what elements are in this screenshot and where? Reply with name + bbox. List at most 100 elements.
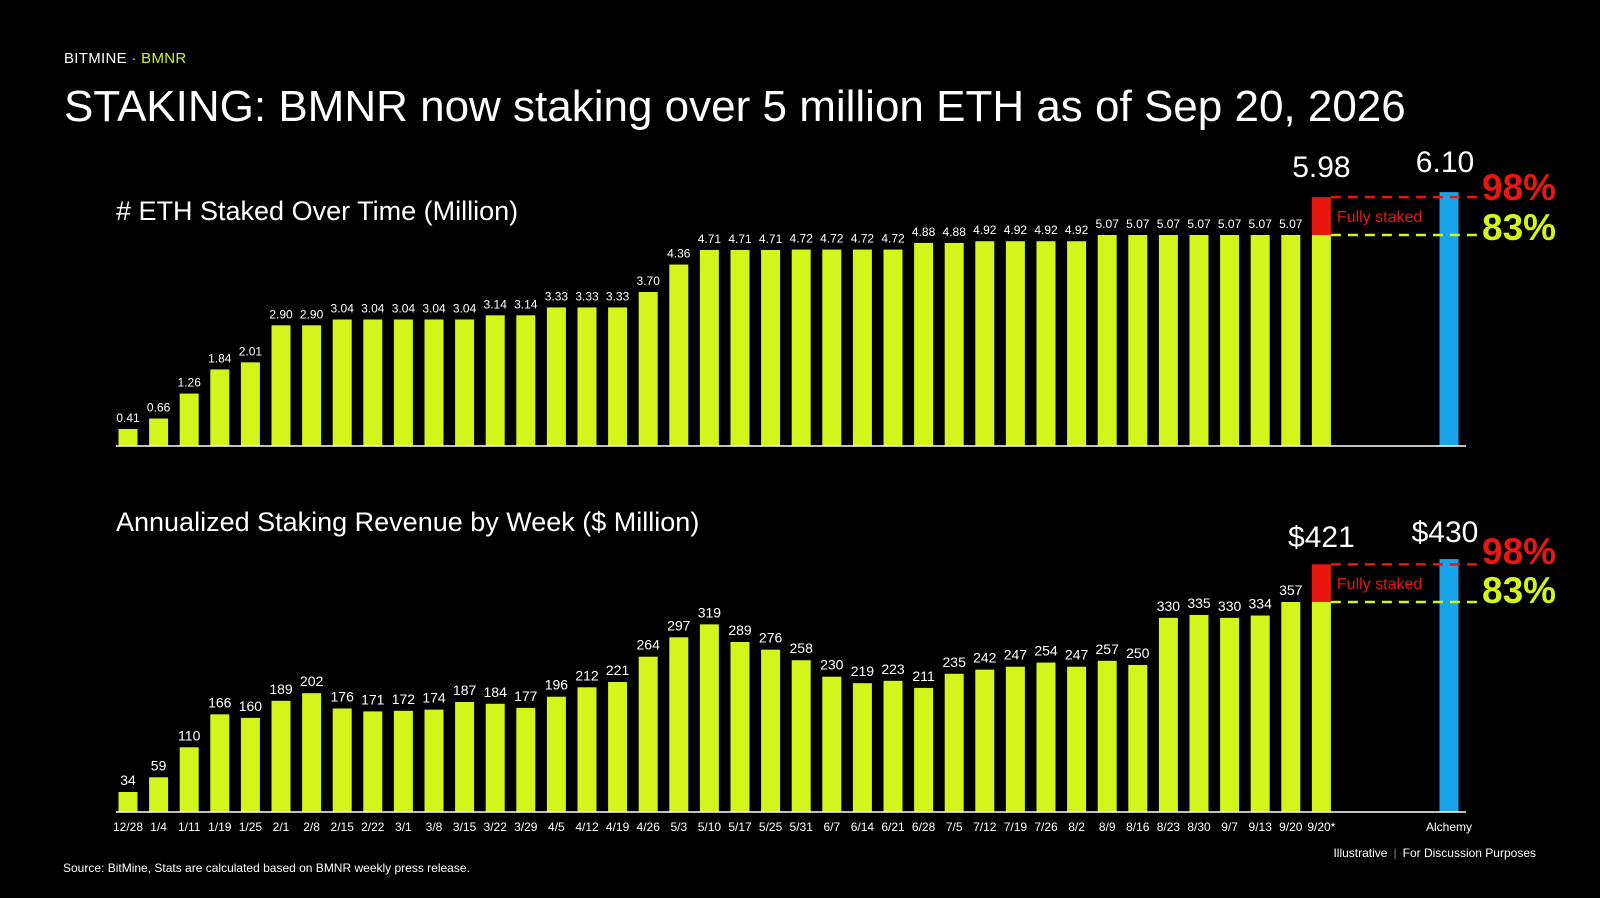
chart1-value-label: 1.84 — [208, 351, 232, 365]
chart2-value-label: 247 — [1065, 647, 1089, 663]
x-tick-label: 6/28 — [912, 820, 936, 834]
x-tick-label: 7/5 — [946, 820, 963, 834]
chart2-value-label: 196 — [545, 677, 569, 693]
chart1-bar — [455, 319, 475, 446]
chart1-bar — [271, 325, 291, 446]
chart1-bar — [791, 249, 811, 446]
chart1-bar — [914, 242, 934, 446]
chart1-value-label: 4.72 — [790, 232, 814, 246]
chart1-bar — [608, 307, 628, 446]
chart2-value-label: 211 — [912, 668, 935, 684]
chart1-bar — [485, 315, 505, 446]
chart2-bar — [149, 777, 169, 812]
chart1-value-label: 5.07 — [1096, 217, 1120, 231]
chart1-value-label: 3.33 — [545, 289, 569, 303]
chart2-pct-high-label: 98% — [1482, 531, 1556, 572]
chart1-value-label: 5.07 — [1249, 217, 1273, 231]
chart2-bar — [699, 624, 719, 812]
chart1-bar — [944, 242, 964, 446]
chart1-bar — [883, 249, 903, 446]
brand-ticker: BMNR — [141, 50, 187, 67]
x-tick-label: 6/7 — [823, 820, 840, 834]
chart1-value-label: 5.07 — [1126, 217, 1150, 231]
chart1-value-label: 3.04 — [392, 301, 416, 315]
chart2-value-label: 254 — [1034, 643, 1058, 659]
x-tick-label: 2/15 — [331, 820, 355, 834]
x-tick-label: 4/26 — [637, 820, 661, 834]
chart2-value-label: 219 — [851, 663, 875, 679]
chart1-value-label: 4.71 — [759, 232, 783, 246]
chart2-bar — [577, 687, 597, 812]
chart2-bar — [730, 642, 750, 812]
chart2-value-label: 166 — [208, 694, 232, 710]
chart2-bar — [271, 700, 291, 812]
x-tick-label: 5/31 — [790, 820, 814, 834]
chart1-value-label: 5.07 — [1279, 217, 1303, 231]
chart2-value-label: 187 — [453, 682, 477, 698]
x-tick-label: 8/30 — [1187, 820, 1211, 834]
chart1-value-label: 3.04 — [422, 301, 446, 315]
chart2-value-label: 177 — [514, 688, 538, 704]
chart1-bar — [118, 428, 138, 446]
chart1-alchemy-value-label: 6.10 — [1416, 146, 1474, 179]
x-tick-label-alchemy: Alchemy — [1426, 820, 1472, 834]
chart2-value-label: 59 — [151, 757, 167, 773]
chart1-value-label: 4.71 — [698, 232, 722, 246]
brand-separator: · — [126, 50, 142, 67]
x-tick-label: 4/12 — [575, 820, 599, 834]
x-tick-label: 9/13 — [1249, 820, 1273, 834]
chart1-alchemy-bar — [1439, 192, 1459, 446]
x-tick-label: 2/22 — [361, 820, 385, 834]
x-tick-label: 8/16 — [1126, 820, 1150, 834]
chart2-value-label: 258 — [790, 640, 814, 656]
x-tick-label: 5/25 — [759, 820, 783, 834]
chart1-value-label: 3.04 — [453, 301, 477, 315]
chart2-value-label: 242 — [973, 650, 997, 666]
chart1-bar — [393, 319, 413, 446]
x-tick-label: 6/21 — [881, 820, 905, 834]
chart1-value-label: 4.92 — [1065, 223, 1089, 237]
brand: BITMINE · BMNR — [64, 50, 187, 67]
chart2-bar — [914, 687, 934, 812]
chart1-value-label: 3.04 — [361, 301, 385, 315]
chart1-pct-low-label: 83% — [1482, 207, 1556, 248]
chart1-value-label: 5.07 — [1187, 217, 1211, 231]
chart2-bar — [761, 649, 781, 812]
chart1-bar — [761, 249, 781, 446]
x-tick-label: 9/20* — [1307, 820, 1335, 834]
chart1-bar — [1220, 235, 1240, 446]
chart1-value-label: 3.70 — [637, 274, 661, 288]
x-tick-label: 7/19 — [1004, 820, 1028, 834]
chart1-value-label: 1.26 — [178, 376, 202, 390]
chart1-title: # ETH Staked Over Time (Million) — [116, 196, 518, 226]
chart2-bar — [1128, 664, 1148, 812]
x-tick-label: 8/2 — [1068, 820, 1085, 834]
chart1-bar — [363, 319, 383, 446]
chart1-bar — [179, 393, 199, 446]
chart1-bar — [730, 249, 750, 446]
x-tick-label: 7/26 — [1034, 820, 1058, 834]
chart2-value-label: 330 — [1157, 598, 1181, 614]
footer-discussion: For Discussion Purposes — [1402, 846, 1536, 860]
chart1-value-label: 4.36 — [667, 247, 691, 261]
chart1-value-label: 5.07 — [1218, 217, 1242, 231]
chart1-fully-staked-segment — [1311, 197, 1331, 235]
chart2-value-label: 223 — [881, 661, 905, 677]
chart2-bar — [455, 702, 475, 812]
chart1-bar — [149, 418, 169, 446]
chart1-value-label: 0.66 — [147, 401, 171, 415]
x-tick-label: 5/10 — [698, 820, 722, 834]
chart2-bar — [240, 717, 260, 812]
chart2-bar — [1220, 617, 1240, 812]
chart2-projection-label: $421 — [1288, 521, 1355, 554]
chart1-value-label: 4.88 — [912, 225, 936, 239]
chart2-fully-staked-segment — [1311, 564, 1331, 602]
chart2-title: Annualized Staking Revenue by Week ($ Mi… — [116, 507, 699, 537]
chart1-value-label: 3.04 — [331, 301, 355, 315]
chart1-value-label: 5.07 — [1157, 217, 1181, 231]
x-tick-label: 6/14 — [851, 820, 875, 834]
page-title: STAKING: BMNR now staking over 5 million… — [64, 82, 1406, 131]
x-tick-label: 2/8 — [303, 820, 320, 834]
chart2-value-label: 171 — [361, 691, 385, 707]
chart1-value-label: 4.71 — [728, 232, 752, 246]
